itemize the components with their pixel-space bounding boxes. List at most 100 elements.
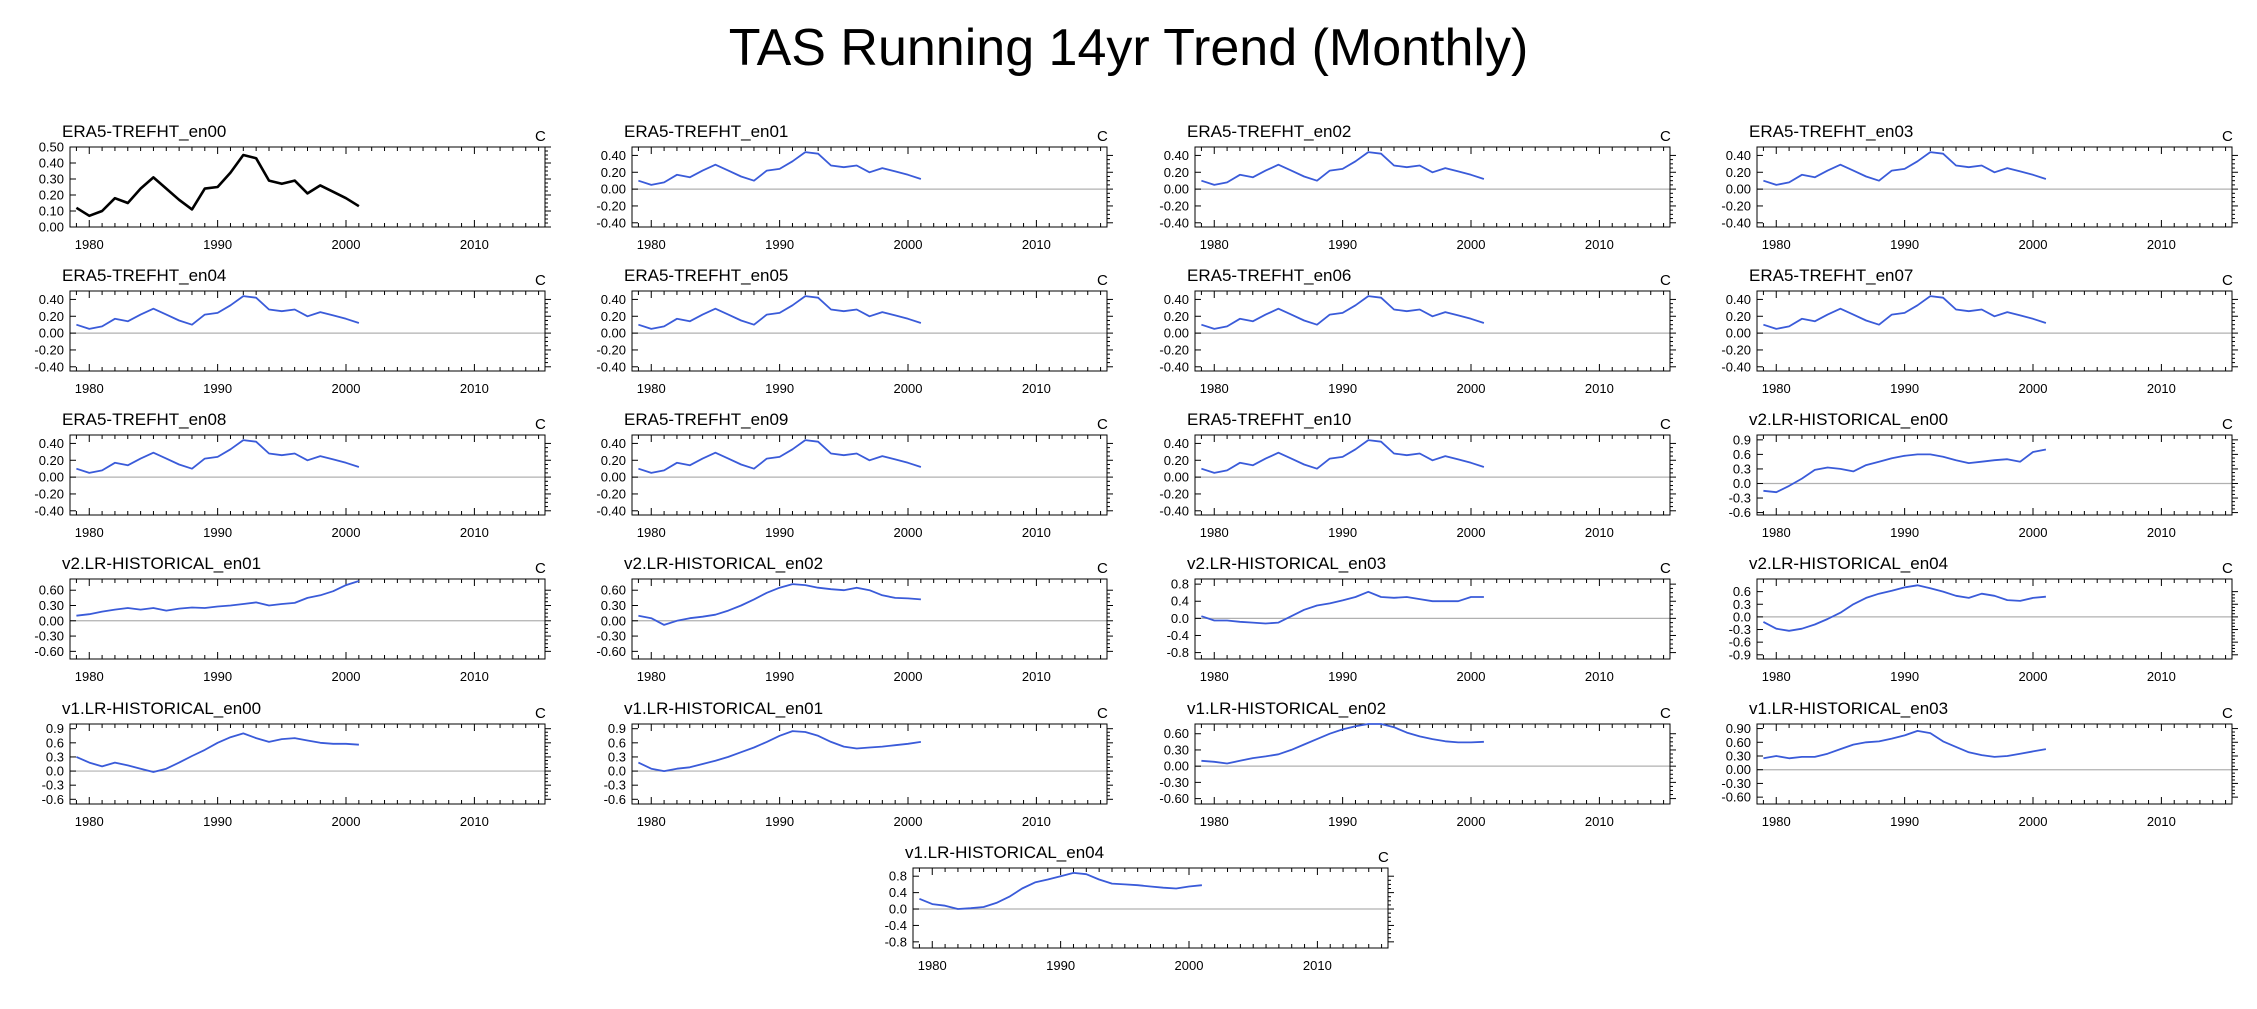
y-tick-label: 0.50: [39, 140, 64, 155]
y-tick-label: -0.60: [34, 644, 64, 659]
x-tick-label: 1980: [1200, 814, 1229, 829]
series-line: [1201, 439, 1485, 474]
plot-frame: [1194, 290, 1671, 372]
x-tick-label: 2010: [2147, 669, 2176, 684]
panel-unit-label: C: [1660, 416, 1671, 433]
x-tick-label: 2010: [1022, 814, 1051, 829]
x-tick-label: 1990: [203, 525, 232, 540]
series-line: [76, 295, 360, 330]
series-line: [1201, 295, 1485, 330]
plot-frame: [69, 290, 546, 372]
panel-ERA5-TREFHT_en04: ERA5-TREFHT_en04 C 1980 1990 2000 2010 0.40 0.2…: [34, 266, 551, 396]
y-tick-label: -0.8: [1167, 645, 1189, 660]
y-tick-label: -0.60: [1159, 791, 1189, 806]
series-line: [76, 732, 359, 773]
panel-unit-label: C: [1097, 416, 1108, 433]
x-tick-label: 1980: [1762, 525, 1791, 540]
x-tick-label: 2000: [1457, 669, 1486, 684]
series-line: [1201, 723, 1484, 765]
panel-unit-label: C: [535, 272, 546, 289]
series-line: [1763, 730, 2047, 760]
series-line: [638, 730, 922, 772]
y-tick-label: 0.0: [608, 764, 626, 779]
y-tick-label: 0.00: [601, 470, 626, 485]
panel-title: v1.LR-HISTORICAL_en03: [1749, 699, 1948, 718]
x-tick-label: 2010: [1303, 958, 1332, 973]
series-line: [638, 151, 922, 186]
panel-title: ERA5-TREFHT_en01: [624, 122, 788, 141]
y-tick-label: 0.40: [1726, 148, 1751, 163]
y-tick-label: 0.0: [1171, 611, 1189, 626]
y-tick-label: 0.20: [1164, 165, 1189, 180]
y-tick-label: -0.3: [1729, 622, 1751, 637]
y-tick-label: 0.60: [39, 583, 64, 598]
panel-title: v2.LR-HISTORICAL_en00: [1749, 410, 1948, 429]
x-tick-label: 2000: [894, 669, 923, 684]
y-tick-label: -0.20: [1159, 486, 1189, 501]
panel-v2.LR-HISTORICAL_en01: v2.LR-HISTORICAL_en01 C 1980 1990 2000 2010 0.…: [34, 554, 551, 684]
y-tick-label: -0.3: [42, 778, 64, 793]
series-line: [76, 439, 360, 474]
x-tick-label: 2000: [1457, 381, 1486, 396]
x-tick-label: 1980: [637, 814, 666, 829]
y-tick-label: 0.20: [1164, 453, 1189, 468]
y-tick-label: 0.00: [1726, 182, 1751, 197]
y-tick-label: 0.6: [1733, 447, 1751, 462]
y-tick-label: 0.90: [1726, 721, 1751, 736]
panel-ERA5-TREFHT_en07: ERA5-TREFHT_en07 C 1980 1990 2000 2010 0.40 0.2…: [1721, 266, 2238, 396]
x-tick-label: 2010: [460, 381, 489, 396]
y-tick-label: 0.20: [1164, 309, 1189, 324]
y-tick-label: -0.20: [1159, 198, 1189, 213]
y-tick-label: -0.40: [34, 503, 64, 518]
x-tick-label: 1990: [1328, 381, 1357, 396]
y-tick-label: 0.20: [601, 309, 626, 324]
y-tick-label: 0.30: [39, 172, 64, 187]
x-tick-label: 1990: [1328, 814, 1357, 829]
panel-title: v1.LR-HISTORICAL_en00: [62, 699, 261, 718]
y-tick-label: 0.30: [1164, 742, 1189, 757]
x-tick-label: 2000: [332, 237, 361, 252]
y-tick-label: 0.40: [601, 148, 626, 163]
series-line: [919, 872, 1202, 910]
x-tick-label: 2010: [460, 814, 489, 829]
y-tick-label: 0.40: [1164, 436, 1189, 451]
x-tick-label: 1980: [1762, 237, 1791, 252]
x-tick-label: 1990: [1890, 814, 1919, 829]
y-tick-label: -0.20: [34, 342, 64, 357]
y-tick-label: -0.9: [1729, 647, 1751, 662]
x-tick-label: 1980: [637, 669, 666, 684]
panel-unit-label: C: [2222, 560, 2233, 577]
x-tick-label: 2000: [894, 525, 923, 540]
y-tick-label: 0.60: [1726, 735, 1751, 750]
x-tick-label: 1990: [765, 525, 794, 540]
y-tick-label: 0.3: [1733, 461, 1751, 476]
x-tick-label: 1990: [203, 237, 232, 252]
panel-v1.LR-HISTORICAL_en03: v1.LR-HISTORICAL_en03 C 1980 1990 2000 2010 0.…: [1721, 699, 2238, 829]
panel-title: ERA5-TREFHT_en10: [1187, 410, 1351, 429]
panel-unit-label: C: [2222, 416, 2233, 433]
panel-ERA5-TREFHT_en02: ERA5-TREFHT_en02 C 1980 1990 2000 2010 0.40 0.2…: [1159, 122, 1676, 252]
plot-frame: [1194, 146, 1671, 228]
y-tick-label: -0.20: [1159, 342, 1189, 357]
x-tick-label: 2000: [332, 525, 361, 540]
x-tick-label: 2000: [2019, 237, 2048, 252]
y-tick-label: 0.00: [1164, 759, 1189, 774]
series-line: [76, 580, 360, 617]
y-tick-label: 0.8: [1171, 577, 1189, 592]
panel-title: ERA5-TREFHT_en04: [62, 266, 226, 285]
y-tick-label: -0.60: [596, 644, 626, 659]
series-line: [1762, 584, 2046, 632]
y-tick-label: -0.20: [1721, 198, 1751, 213]
panel-title: ERA5-TREFHT_en06: [1187, 266, 1351, 285]
y-tick-label: 0.6: [1733, 584, 1751, 599]
y-tick-label: 0.30: [1726, 749, 1751, 764]
x-tick-label: 2000: [332, 814, 361, 829]
x-tick-label: 2000: [894, 814, 923, 829]
y-tick-label: 0.40: [601, 436, 626, 451]
y-tick-label: -0.60: [1721, 790, 1751, 805]
x-tick-label: 1990: [765, 669, 794, 684]
y-tick-label: 0.40: [39, 292, 64, 307]
y-tick-label: 0.30: [39, 598, 64, 613]
y-tick-label: 0.40: [1164, 292, 1189, 307]
